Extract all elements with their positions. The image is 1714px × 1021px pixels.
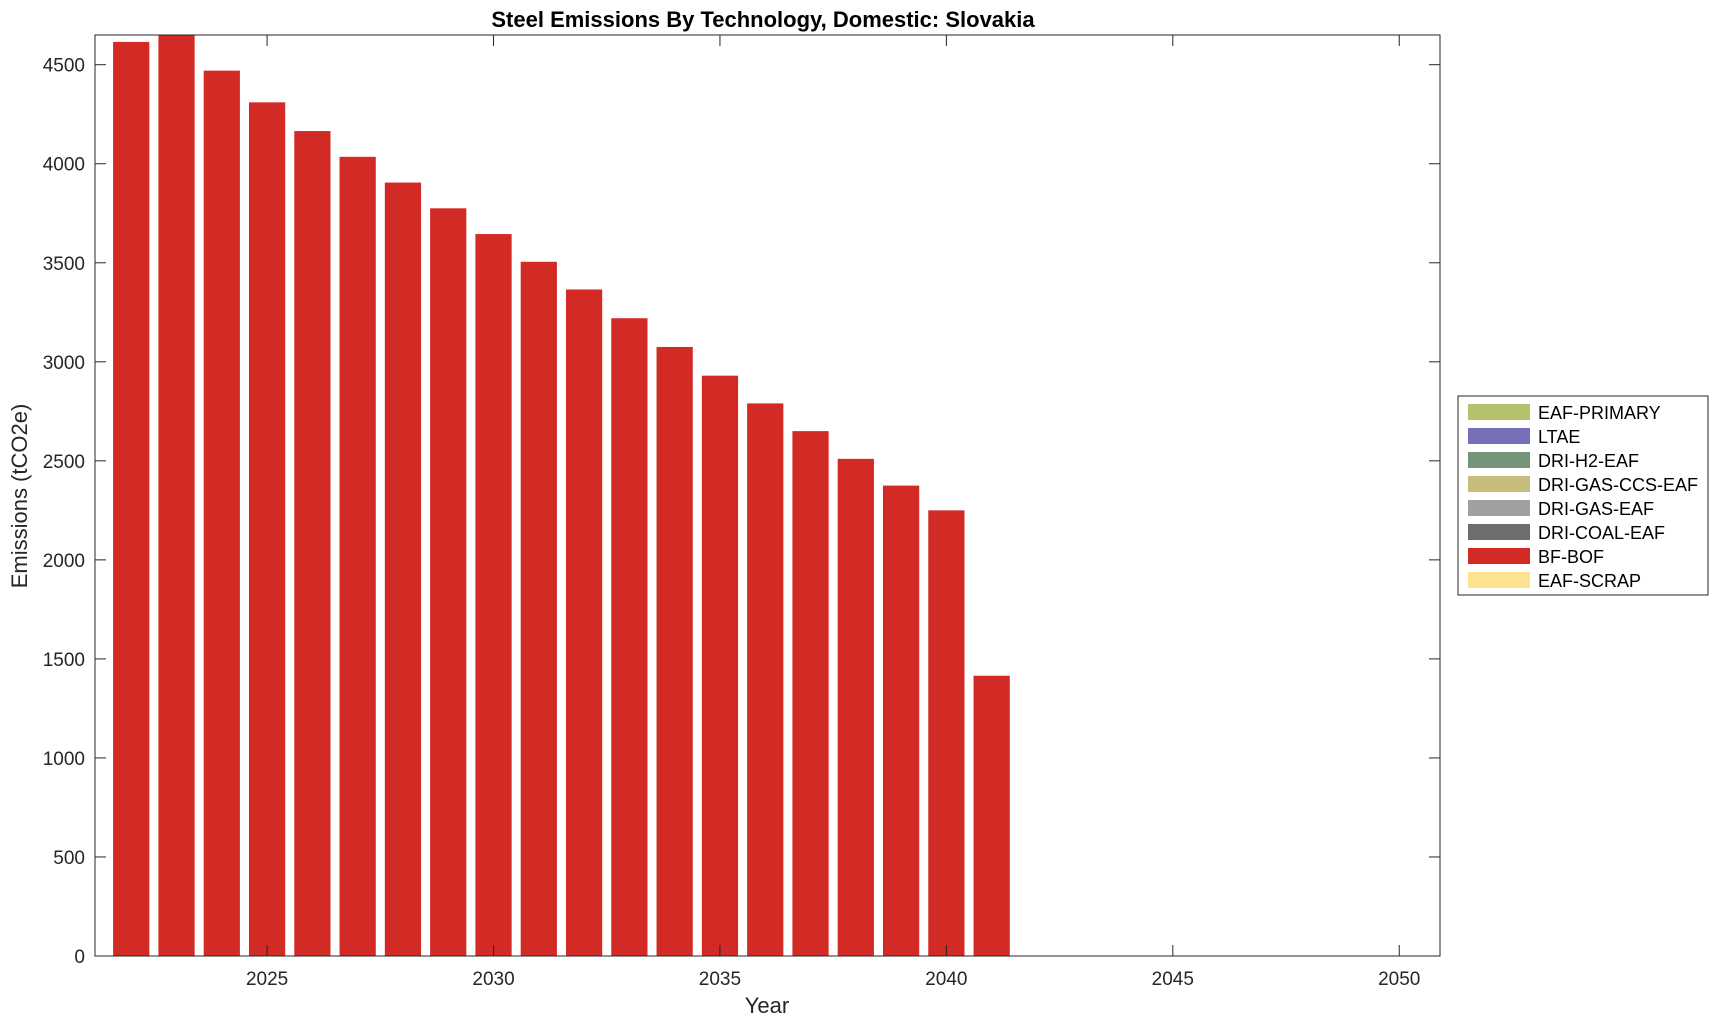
x-axis-title: Year xyxy=(745,993,789,1018)
legend-swatch-dri-h2-eaf xyxy=(1468,452,1530,468)
legend-swatch-dri-coal-eaf xyxy=(1468,524,1530,540)
x-tick-label-2040: 2040 xyxy=(925,969,967,990)
bar-bf-bof-2024 xyxy=(203,70,240,956)
x-tick-label-2045: 2045 xyxy=(1152,969,1194,990)
legend-swatch-bf-bof xyxy=(1468,548,1530,564)
bar-bf-bof-2037 xyxy=(792,431,829,956)
x-tick-label-2035: 2035 xyxy=(699,969,741,990)
legend-label-dri-coal-eaf: DRI-COAL-EAF xyxy=(1538,523,1665,543)
legend-label-ltae: LTAE xyxy=(1538,427,1580,447)
legend-swatch-dri-gas-eaf xyxy=(1468,500,1530,516)
bar-bf-bof-2026 xyxy=(294,131,331,956)
legend-label-eaf-scrap: EAF-SCRAP xyxy=(1538,571,1641,591)
bar-bf-bof-2023 xyxy=(158,35,195,956)
y-tick-label-4000: 4000 xyxy=(43,155,85,176)
bar-bf-bof-2034 xyxy=(656,346,693,956)
x-tick-label-2050: 2050 xyxy=(1378,969,1420,990)
y-axis-title: Emissions (tCO2e) xyxy=(7,404,32,589)
y-tick-label-1500: 1500 xyxy=(43,650,85,671)
y-tick-label-3000: 3000 xyxy=(43,353,85,374)
x-tick-label-2025: 2025 xyxy=(246,969,288,990)
bar-bf-bof-2035 xyxy=(701,375,739,956)
y-tick-label-2000: 2000 xyxy=(43,551,85,572)
bar-bf-bof-2033 xyxy=(611,318,648,957)
legend-swatch-dri-gas-ccs-eaf xyxy=(1468,476,1530,492)
bar-bf-bof-2032 xyxy=(565,289,603,956)
bars-group xyxy=(113,35,1010,957)
y-tick-label-500: 500 xyxy=(53,848,85,869)
bar-bf-bof-2030 xyxy=(475,234,512,957)
y-tick-label-2500: 2500 xyxy=(43,452,85,473)
y-tick-label-4500: 4500 xyxy=(43,56,85,77)
bar-bf-bof-2025 xyxy=(248,102,286,957)
chart-title: Steel Emissions By Technology, Domestic:… xyxy=(491,7,1035,32)
legend-swatch-eaf-scrap xyxy=(1468,572,1530,588)
bar-bf-bof-2027 xyxy=(339,156,376,956)
legend-label-eaf-primary: EAF-PRIMARY xyxy=(1538,403,1661,423)
bar-bf-bof-2041 xyxy=(973,675,1010,956)
legend-label-bf-bof: BF-BOF xyxy=(1538,547,1604,567)
bar-bf-bof-2039 xyxy=(882,485,920,956)
legend-swatch-ltae xyxy=(1468,428,1530,444)
x-tick-label-2030: 2030 xyxy=(472,969,514,990)
bar-bf-bof-2040 xyxy=(928,510,965,956)
legend-swatch-eaf-primary xyxy=(1468,404,1530,420)
bar-bf-bof-2038 xyxy=(837,458,874,956)
bar-bf-bof-2029 xyxy=(430,208,467,956)
legend-label-dri-h2-eaf: DRI-H2-EAF xyxy=(1538,451,1639,471)
y-tick-label-1000: 1000 xyxy=(43,749,85,770)
plot-area-frame xyxy=(94,34,1441,957)
bar-bf-bof-2031 xyxy=(520,261,557,956)
legend: EAF-PRIMARY LTAE DRI-H2-EAF DRI-GAS-CCS-EAF… xyxy=(1457,395,1709,596)
legend-label-dri-gas-eaf: DRI-GAS-EAF xyxy=(1538,499,1654,519)
bar-bf-bof-2036 xyxy=(747,403,784,956)
legend-label-dri-gas-ccs-eaf: DRI-GAS-CCS-EAF xyxy=(1538,475,1698,495)
y-tick-label-0: 0 xyxy=(74,947,85,968)
ticks-group: 0 500 1000 1500 2000 2500 3000 3500 4000 4500 2025… xyxy=(43,35,1440,990)
bar-bf-bof-2028 xyxy=(384,182,422,956)
y-tick-label-3500: 3500 xyxy=(43,254,85,275)
bar-bf-bof-2022 xyxy=(113,41,150,957)
